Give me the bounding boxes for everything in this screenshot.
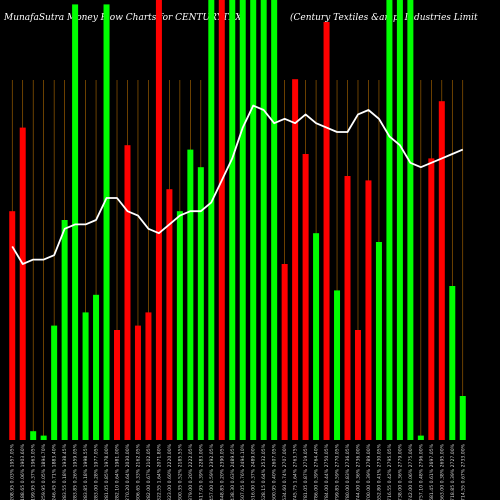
bar: [449, 286, 456, 440]
x-tick-label: 2681.45 0.61% 2697.05%: [429, 443, 435, 500]
x-tick-label: 2716.55 0.42% 2795.05%: [387, 443, 393, 500]
bar: [145, 312, 152, 440]
bar: [417, 435, 424, 440]
bar: [187, 149, 194, 440]
bar: [323, 22, 330, 440]
bar: [365, 180, 372, 440]
x-tick-label: 2448.85 0.20% 2390.05%: [219, 443, 225, 500]
bar: [396, 0, 403, 440]
x-tick-label: 2784.00 0.44% 2750.05%: [324, 443, 330, 500]
grid-lines: [11, 80, 464, 440]
x-tick-label: 2208.95 0.03% 1957.05%: [10, 443, 16, 500]
x-tick-label: 2457.00 0.59% 2392.05%: [209, 443, 215, 500]
bar: [114, 330, 121, 440]
bar: [260, 0, 267, 440]
x-tick-label: 2700.00 0.39% 2789.00%: [366, 443, 372, 500]
x-tick-label: 2281.05 0.85% 1978.00%: [104, 443, 110, 500]
money-flow-line: [11, 104, 464, 265]
x-tick-label: 2283.00 0.28% 1977.05%: [94, 443, 100, 500]
x-tick-label: 2322.55 1.64% 2071.80%: [156, 443, 162, 500]
x-tick-label: 2516.00 0.37% 2489.00%: [251, 443, 257, 500]
chart-title: MunafaSutra Money Flow Charts for CENTUR…: [4, 13, 242, 23]
x-tick-label: 2283.85 0.18% 1998.55%: [83, 443, 89, 500]
bar: [229, 0, 236, 440]
bar: [166, 189, 173, 440]
x-tick-label: 2282.10 0.64% 1981.00%: [115, 443, 121, 500]
bar: [344, 176, 351, 440]
x-tick-label: 2786.00 0.39% 2764.40%: [314, 443, 320, 500]
x-tick-label: 2379.00 0.20% 2222.05%: [188, 443, 194, 500]
x-tick-label: 2663.00 0.38% 2695.00%: [439, 443, 445, 500]
bar: [354, 330, 361, 440]
bar: [19, 127, 26, 440]
x-tick-label: 2188.65 0.06% 1903.60%: [20, 443, 26, 500]
bar: [9, 211, 16, 440]
x-tick-label: 2799.85 0.59% 2770.05%: [335, 443, 341, 500]
x-tick-label: 2744.00 0.36% 2736.00%: [355, 443, 361, 500]
bar: [438, 101, 445, 440]
bar: [197, 167, 204, 440]
x-tick-label: 2652.80 0.41% 2730.05%: [376, 443, 382, 500]
bar: [239, 0, 246, 440]
x-tick-label: 2199.95 0.37% 1963.05%: [31, 443, 37, 500]
trend-line: [11, 104, 464, 265]
x-tick-label: 2714.55 0.67% 2733.00%: [460, 443, 466, 500]
bar: [155, 0, 162, 440]
x-tick-label: 2742.00 0.06% 2775.00%: [408, 443, 414, 500]
x-tick-label: 2718.85 0.39% 2727.00%: [450, 443, 456, 500]
bar: [208, 0, 215, 440]
chart-subtitle: (Century Textiles &amp; Industries Limit: [290, 13, 478, 23]
x-tick-label: 2259.95 0.05% 1894.70%: [41, 443, 47, 500]
bar: [302, 154, 309, 440]
bar: [250, 0, 257, 440]
bar: [176, 211, 183, 440]
bar: [386, 0, 393, 440]
bar: [30, 431, 37, 440]
x-axis-labels: 2208.95 0.03% 1957.05% 2188.65 0.06% 1903…: [10, 443, 467, 500]
bar: [407, 0, 414, 440]
x-tick-label: 2270.20 0.64% 2030.00%: [125, 443, 131, 500]
bar: [93, 294, 100, 440]
bar: [103, 4, 110, 441]
x-tick-label: 2507.05 0.76% 2494.10%: [240, 443, 246, 500]
x-tick-label: 2417.95 0.39% 2283.00%: [198, 443, 204, 500]
x-tick-label: 2781.05 0.87% 2719.05%: [303, 443, 309, 500]
bar: [124, 145, 131, 440]
x-tick-label: 2745.75 1.64% 2763.75%: [293, 443, 299, 500]
bar: [271, 0, 278, 440]
x-tick-label: 2323.00 0.60% 2220.00%: [167, 443, 173, 500]
bar: [281, 264, 288, 440]
x-tick-label: 2780.00 0.83% 2736.05%: [345, 443, 351, 500]
x-tick-label: 2757.10 0.48% 2796.00%: [418, 443, 424, 500]
bar: [428, 158, 435, 440]
x-tick-label: 2600.95 0.40% 2607.05%: [272, 443, 278, 500]
bar: [218, 0, 225, 440]
bar: [459, 396, 466, 440]
bars: [9, 0, 466, 441]
bar: [292, 79, 299, 440]
bar: [40, 435, 47, 440]
bar: [313, 233, 320, 440]
x-tick-label: 2283.85 0.26% 1959.05%: [73, 443, 79, 500]
x-tick-label: 2283.55 0.18% 1938.45%: [62, 443, 68, 500]
bar: [82, 312, 89, 440]
x-tick-label: 2306.65 0.33% 2162.05%: [135, 443, 141, 500]
bar: [51, 325, 58, 440]
x-tick-label: 2528.15 0.64% 2532.05%: [261, 443, 267, 500]
x-tick-label: 2246.45 0.71% 1883.40%: [52, 443, 58, 500]
bar: [375, 242, 382, 440]
x-tick-label: 2634.60 0.74% 2707.00%: [282, 443, 288, 500]
x-tick-label: 2282.00 0.67% 2102.05%: [146, 443, 152, 500]
bar: [72, 4, 79, 441]
x-tick-label: 2738.00 0.36% 2779.00%: [397, 443, 403, 500]
bar: [134, 325, 141, 440]
bar: [61, 220, 68, 440]
bar: [334, 290, 341, 440]
x-tick-label: 2438.30 0.63% 2489.05%: [230, 443, 236, 500]
x-tick-label: 2300.35 0.52% 2185.55%: [177, 443, 183, 500]
